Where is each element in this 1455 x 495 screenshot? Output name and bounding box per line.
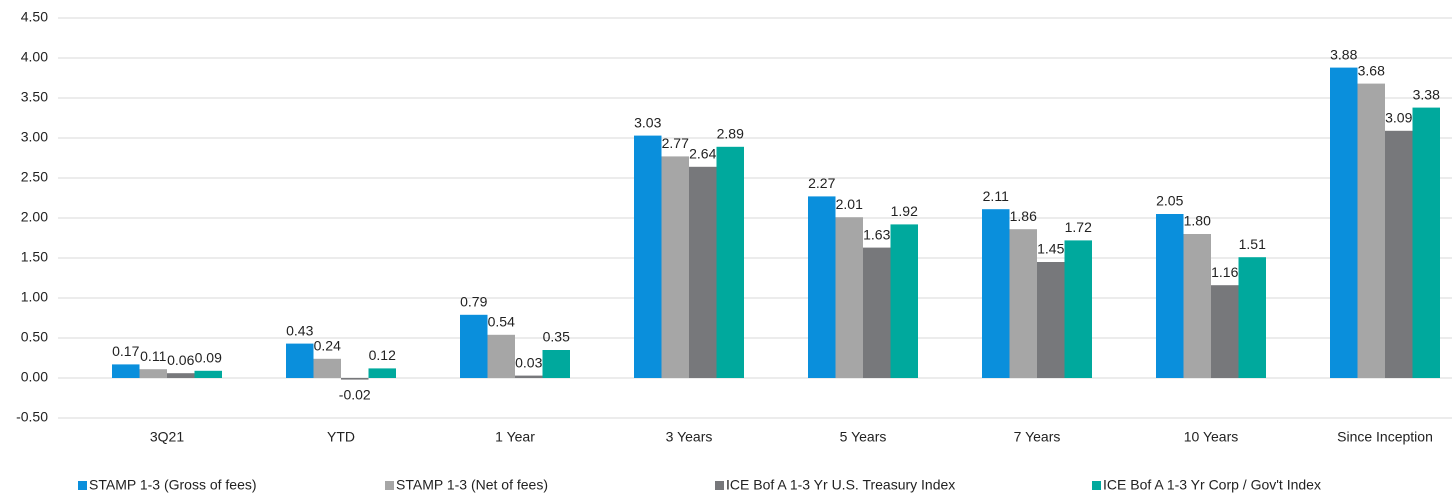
bar xyxy=(542,350,570,378)
data-label: 1.72 xyxy=(1065,219,1092,235)
x-tick-label: 3 Years xyxy=(666,429,713,445)
bar xyxy=(835,217,863,378)
bar xyxy=(1064,240,1092,378)
bar xyxy=(112,364,140,378)
data-label: 0.03 xyxy=(515,354,542,370)
y-tick-label: 2.50 xyxy=(21,169,48,185)
data-label: 1.92 xyxy=(891,203,918,219)
data-label: -0.02 xyxy=(339,386,371,402)
bar xyxy=(1156,214,1184,378)
legend-swatch xyxy=(78,481,87,490)
data-label: 2.64 xyxy=(689,146,716,162)
bar xyxy=(863,247,891,378)
legend-label: STAMP 1-3 (Net of fees) xyxy=(396,477,548,493)
bar xyxy=(1037,262,1065,378)
data-label: 0.35 xyxy=(543,329,570,345)
bar xyxy=(167,373,195,378)
legend-label: STAMP 1-3 (Gross of fees) xyxy=(89,477,257,493)
data-label: 3.38 xyxy=(1413,86,1440,102)
legend-label: ICE Bof A 1-3 Yr U.S. Treasury Index xyxy=(726,477,955,493)
data-label: 2.05 xyxy=(1156,193,1183,209)
data-label: 0.09 xyxy=(195,350,222,366)
bar xyxy=(661,156,689,378)
bar xyxy=(1211,285,1239,378)
y-tick-label: 4.00 xyxy=(21,49,48,65)
y-tick-label: 0.50 xyxy=(21,329,48,345)
y-tick-label: 2.00 xyxy=(21,209,48,225)
data-label: 0.54 xyxy=(488,314,515,330)
data-label: 1.16 xyxy=(1211,264,1238,280)
bar xyxy=(1412,107,1440,378)
legend-swatch xyxy=(385,481,394,490)
bar xyxy=(139,369,167,378)
bar xyxy=(689,166,717,378)
bar xyxy=(460,314,488,378)
x-tick-label: Since Inception xyxy=(1337,429,1433,445)
bar xyxy=(808,196,836,378)
data-label: 2.77 xyxy=(662,135,689,151)
y-tick-label: 3.00 xyxy=(21,129,48,145)
bar xyxy=(1385,130,1413,378)
bar xyxy=(716,146,744,378)
data-label: 3.88 xyxy=(1330,46,1357,62)
data-label: 1.45 xyxy=(1037,241,1064,257)
data-label: 0.17 xyxy=(112,343,139,359)
data-label: 0.12 xyxy=(369,347,396,363)
data-label: 1.51 xyxy=(1239,236,1266,252)
bar xyxy=(1183,234,1211,378)
data-label: 1.80 xyxy=(1184,213,1211,229)
data-label: 2.89 xyxy=(717,126,744,142)
x-tick-label: 10 Years xyxy=(1184,429,1239,445)
bar xyxy=(1009,229,1037,378)
legend-swatch xyxy=(715,481,724,490)
legend-swatch xyxy=(1092,481,1101,490)
legend-label: ICE Bof A 1-3 Yr Corp / Gov't Index xyxy=(1103,477,1321,493)
y-tick-label: -0.50 xyxy=(16,409,48,425)
data-label: 1.86 xyxy=(1010,208,1037,224)
bar xyxy=(982,209,1010,378)
bar xyxy=(313,358,341,378)
data-label: 0.79 xyxy=(460,294,487,310)
bar xyxy=(286,343,314,378)
bar xyxy=(1357,83,1385,378)
data-label: 1.63 xyxy=(863,226,890,242)
bar xyxy=(1238,257,1266,378)
x-tick-label: 3Q21 xyxy=(150,429,184,445)
y-tick-label: 1.00 xyxy=(21,289,48,305)
x-tick-label: YTD xyxy=(327,429,355,445)
data-label: 2.27 xyxy=(808,175,835,191)
data-label: 3.68 xyxy=(1358,62,1385,78)
data-label: 0.43 xyxy=(286,322,313,338)
x-tick-label: 7 Years xyxy=(1014,429,1061,445)
bar xyxy=(890,224,918,378)
x-tick-label: 1 Year xyxy=(495,429,535,445)
bar xyxy=(515,375,543,378)
data-label: 0.24 xyxy=(314,338,341,354)
bar xyxy=(1330,67,1358,378)
data-label: 2.11 xyxy=(983,188,1009,204)
data-label: 3.09 xyxy=(1385,110,1412,126)
bar xyxy=(487,334,515,378)
y-tick-label: 1.50 xyxy=(21,249,48,265)
y-tick-label: 3.50 xyxy=(21,89,48,105)
y-tick-label: 4.50 xyxy=(21,9,48,25)
bar xyxy=(194,370,222,378)
data-label: 2.01 xyxy=(836,196,863,212)
data-label: 0.06 xyxy=(167,352,194,368)
data-label: 0.11 xyxy=(140,348,166,364)
y-tick-label: 0.00 xyxy=(21,369,48,385)
bar xyxy=(368,368,396,378)
x-tick-label: 5 Years xyxy=(840,429,887,445)
bar xyxy=(341,378,369,380)
bar xyxy=(634,135,662,378)
data-label: 3.03 xyxy=(634,114,661,130)
